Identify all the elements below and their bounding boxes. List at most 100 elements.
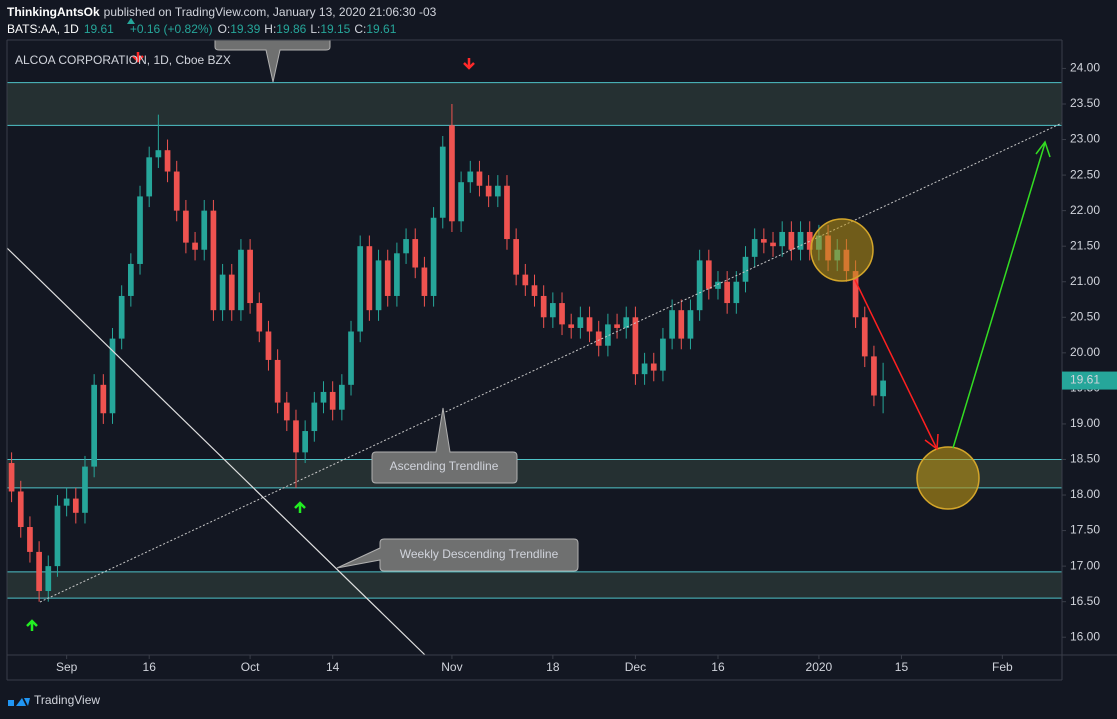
candle-body <box>109 338 116 414</box>
symbol: BATS:AA, 1D <box>7 22 79 36</box>
candle-body <box>118 295 125 339</box>
y-tick-label: 18.50 <box>1070 452 1100 466</box>
candle-body <box>412 239 419 268</box>
y-tick-label: 19.00 <box>1070 416 1100 430</box>
candle-body <box>806 231 813 250</box>
ohlc-value: 19.86 <box>276 22 306 36</box>
candle-body <box>339 384 345 410</box>
ohlc-label: C: <box>354 22 366 36</box>
candle-body <box>559 303 565 325</box>
arrow-head <box>924 433 939 451</box>
ohlc-label: H: <box>264 22 276 36</box>
zone <box>7 571 1062 599</box>
y-tick-label: 21.00 <box>1070 274 1100 288</box>
header-line: ThinkingAntsOk published on TradingView.c… <box>7 5 437 19</box>
candle-body <box>797 231 804 250</box>
candle-body <box>265 331 272 360</box>
candle-body <box>36 551 42 592</box>
candle-body <box>632 317 639 375</box>
x-tick-label: 14 <box>326 660 340 674</box>
author: ThinkingAntsOk <box>7 5 100 19</box>
y-tick-label: 17.50 <box>1070 523 1100 537</box>
candle-body <box>421 267 428 296</box>
candle-body <box>164 150 171 172</box>
candle-body <box>366 246 373 311</box>
candle-body <box>641 363 648 375</box>
change: +0.16 (+0.82%) <box>130 22 213 36</box>
x-tick-label: Feb <box>992 660 1013 674</box>
candle-body <box>192 242 198 250</box>
candle-body <box>669 310 675 339</box>
candle-body <box>705 260 712 289</box>
up-arrow <box>26 619 38 631</box>
ohlc-label: L: <box>310 22 320 36</box>
candle-body <box>302 431 308 453</box>
candle-body <box>540 295 547 318</box>
candle-body <box>45 566 52 592</box>
candle-body <box>357 246 364 332</box>
candle-body <box>100 384 107 414</box>
candle-body <box>283 402 290 421</box>
candle-body <box>751 239 758 257</box>
candle-body <box>210 210 217 311</box>
candle-body <box>742 256 749 282</box>
candle-body <box>329 391 336 410</box>
candle-body <box>238 249 244 311</box>
arrow-head <box>1035 140 1051 158</box>
candle-body <box>183 210 189 243</box>
zone <box>7 82 1062 126</box>
candle-body <box>173 171 180 211</box>
candle-body <box>504 185 510 240</box>
candle-body <box>568 324 575 328</box>
candle-body <box>384 260 391 296</box>
candle-body <box>605 324 611 346</box>
candle-body <box>550 303 556 318</box>
candle-body <box>770 242 776 247</box>
x-tick-label: Dec <box>625 660 646 674</box>
candle-body <box>788 231 795 250</box>
up-triangle <box>127 18 135 24</box>
candle-body <box>733 281 740 304</box>
candle-body <box>595 331 602 346</box>
candle-body <box>779 231 786 247</box>
y-tick-label: 23.00 <box>1070 132 1100 146</box>
candle-body <box>586 317 593 332</box>
candle-body <box>852 271 859 318</box>
candle-body <box>27 527 33 552</box>
candle-body <box>678 310 685 339</box>
price-badge-label: 19.61 <box>1070 373 1100 387</box>
candle-body <box>724 281 730 304</box>
candle-body <box>256 303 263 332</box>
candle-body <box>293 420 299 453</box>
y-tick-label: 17.00 <box>1070 558 1100 572</box>
candle-body <box>201 210 208 250</box>
candle-body <box>494 185 501 197</box>
candle-body <box>403 239 409 254</box>
candle-body <box>311 402 318 432</box>
candle-body <box>247 249 253 304</box>
candle-body <box>485 185 492 197</box>
ohlc-value: 19.61 <box>366 22 396 36</box>
y-tick-label: 16.00 <box>1070 629 1100 643</box>
candle-body <box>880 380 886 397</box>
candle-body <box>63 498 70 506</box>
x-tick-label: 15 <box>895 660 909 674</box>
candle-body <box>17 491 24 528</box>
candle-body <box>522 274 529 286</box>
x-tick-label: 16 <box>143 660 157 674</box>
candle-body <box>320 391 327 403</box>
candle-body <box>449 125 455 222</box>
candle-body <box>513 239 519 275</box>
ascending-trendline <box>39 122 1063 603</box>
annotation: Ascending Trendline <box>390 459 499 473</box>
y-tick-label: 21.50 <box>1070 238 1100 252</box>
published: published on TradingView.com, January 13… <box>104 5 437 19</box>
x-tick-label: 16 <box>711 660 725 674</box>
candle-body <box>467 171 474 183</box>
up-arrow <box>294 501 306 513</box>
candle-body <box>660 338 666 371</box>
symbol-line: BATS:AA, 1D 19.61 +0.16 (+0.82%) O:19.39 H:1… <box>7 22 397 36</box>
down-arrow <box>132 52 144 63</box>
